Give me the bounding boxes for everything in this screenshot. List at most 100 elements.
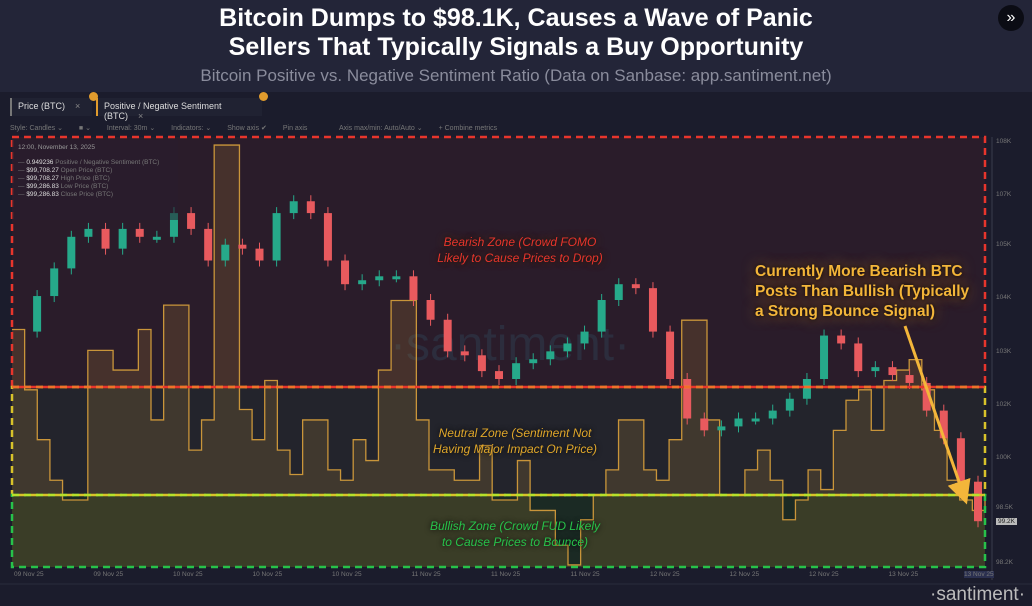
tooltip-row: — $99,708.27 High Price (BTC) (18, 175, 110, 182)
candle (580, 331, 589, 344)
x-tick-label: 12 Nov 25 (729, 571, 760, 578)
candle (358, 280, 367, 285)
combine-metrics-button[interactable]: + Combine metrics (438, 125, 498, 132)
candle (751, 418, 760, 422)
tooltip-value: 0.949236 (26, 159, 54, 166)
x-tick-label: 10 Nov 25 (332, 571, 362, 578)
tooltip-label: Open Price (BTC) (60, 167, 113, 174)
candle (785, 398, 794, 411)
tooltip-value: $99,286.83 (26, 191, 59, 198)
tooltip-label: Low Price (BTC) (60, 183, 109, 190)
x-tick-label: 10 Nov 25 (252, 571, 283, 578)
candle (33, 296, 42, 332)
candle (187, 213, 196, 229)
color-dropdown[interactable]: ■ ⌄ (78, 125, 91, 132)
x-tick-label: 09 Nov 25 (93, 571, 124, 578)
candle (135, 228, 144, 237)
candle (717, 426, 726, 431)
pin-axis-toggle[interactable]: Pin axis (282, 125, 308, 132)
settings-badge-icon[interactable] (259, 92, 268, 101)
tab-sentiment[interactable]: Positive / Negative Sentiment (BTC) × (96, 92, 268, 121)
close-icon[interactable]: × (75, 101, 81, 111)
candle (734, 418, 743, 427)
label-line: Currently More Bearish BTC (755, 263, 963, 280)
tab-price[interactable]: Price (BTC) × (10, 92, 98, 116)
y-tick-label: 100K (996, 454, 1012, 461)
candle (837, 335, 846, 344)
candle (956, 438, 965, 482)
candle (683, 379, 692, 419)
santiment-logo: ·santiment· (930, 584, 1026, 605)
sentiment-series (12, 144, 986, 568)
candle (50, 268, 59, 297)
x-tick-label: 11 Nov 25 (491, 571, 521, 578)
candle (392, 276, 401, 280)
style-dropdown[interactable]: Style: Candles ⌄ (10, 125, 63, 132)
tooltip-label: Close Price (BTC) (60, 191, 114, 198)
annotation-arrow (903, 325, 971, 505)
label-line: Likely to Cause Prices to Drop) (437, 251, 603, 265)
candle (375, 276, 384, 281)
watermark: ·santiment· (390, 318, 630, 371)
candle (306, 201, 315, 214)
y-tick-label: 104K (996, 294, 1012, 301)
candle (204, 228, 213, 261)
candle (768, 410, 777, 419)
title-line-1: Bitcoin Dumps to $98.1K, Causes a Wave o… (219, 4, 813, 32)
candle (546, 351, 555, 360)
neutral-zone-fill (12, 387, 985, 495)
tooltip-row: — 0.949236 Positive / Negative Sentiment… (18, 159, 160, 166)
settings-badge-icon[interactable] (89, 92, 98, 101)
candle (529, 359, 538, 364)
label-line: to Cause Prices to Bounce) (441, 535, 589, 549)
candle (443, 319, 452, 352)
tooltip-row: — $99,286.83 Low Price (BTC) (18, 183, 109, 190)
candle (802, 379, 811, 399)
candle (597, 300, 606, 332)
show-axis-toggle[interactable]: Show axis ✔ (227, 125, 267, 132)
candle (905, 375, 914, 383)
candle (631, 284, 640, 289)
candle (238, 244, 247, 249)
close-icon[interactable]: × (138, 111, 144, 121)
candle (477, 355, 486, 372)
double-chevron-right-icon[interactable]: » (998, 5, 1024, 31)
label-line: Bearish Zone (Crowd FOMO (443, 235, 597, 249)
candle (495, 371, 503, 379)
x-tick-label: 13 Nov 25 (964, 571, 994, 578)
y-tick-label: 102K (996, 401, 1012, 408)
tooltip-label: Positive / Negative Sentiment (BTC) (55, 159, 160, 166)
price-series (33, 195, 982, 528)
candle (700, 418, 709, 431)
x-tick-label: 13 Nov 25 (888, 571, 919, 578)
bearish-zone-label: Bearish Zone (Crowd FOMO Likely to Cause … (400, 234, 640, 266)
candle (820, 335, 829, 379)
current-price-label: 99.2K (996, 518, 1017, 525)
label-line: Having Major Impact On Price) (432, 442, 598, 456)
chart-tooltip: 12:00, November 13, 2025 — 0.949236 Posi… (12, 140, 178, 220)
label-line: a Strong Bounce Signal) (755, 303, 935, 320)
interval-dropdown[interactable]: Interval: 30m ⌄ (106, 125, 156, 132)
candle (118, 228, 127, 249)
x-tick-label: 11 Nov 25 (570, 571, 600, 578)
candle (871, 367, 880, 372)
title-line-2: Sellers That Typically Signals a Buy Opp… (228, 33, 804, 61)
y-tick-label: 108K (996, 138, 1012, 145)
y-tick-label: 98.2K (996, 559, 1013, 566)
axis-maxmin-dropdown[interactable]: Axis max/min: Auto/Auto ⌄ (338, 125, 423, 132)
candle (460, 351, 469, 356)
candle (648, 288, 657, 332)
tooltip-label: High Price (BTC) (60, 175, 110, 182)
y-tick-label: 105K (996, 241, 1012, 248)
candle (255, 248, 264, 261)
candle (272, 213, 281, 261)
tooltip-row: — $99,286.83 Close Price (BTC) (18, 191, 114, 198)
indicators-dropdown[interactable]: Indicators: ⌄ (171, 125, 212, 132)
bullish-zone-fill (12, 495, 985, 567)
candle (614, 284, 623, 300)
label-line: Bullish Zone (Crowd FUD Likely (429, 519, 601, 533)
candle (512, 363, 521, 379)
candle (854, 343, 863, 372)
subtitle: Bitcoin Positive vs. Negative Sentiment … (200, 66, 832, 85)
bullish-zone-label: Bullish Zone (Crowd FUD Likely to Cause P… (395, 518, 635, 550)
